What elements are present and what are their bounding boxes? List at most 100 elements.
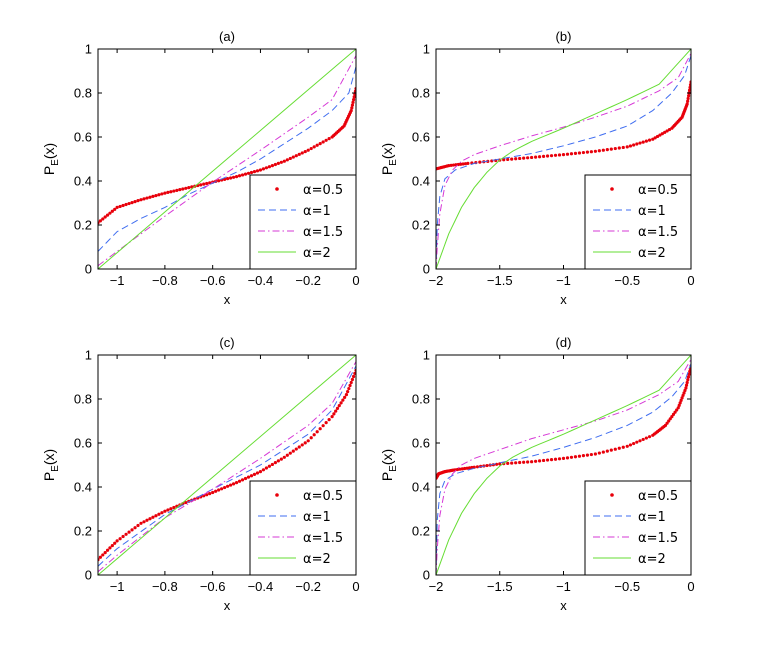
y-label-subscript: E — [388, 159, 399, 166]
data-point — [655, 134, 660, 139]
data-point — [506, 157, 510, 162]
data-point — [103, 550, 107, 555]
legend-box — [584, 480, 692, 576]
y-tick-label: 0.6 — [74, 130, 92, 145]
data-point — [625, 145, 629, 149]
data-point — [110, 543, 114, 548]
x-axis-label: x — [224, 292, 231, 307]
data-point — [321, 424, 325, 428]
data-point — [205, 493, 209, 497]
data-point — [163, 191, 167, 195]
data-point — [300, 151, 304, 155]
data-point — [451, 163, 456, 167]
data-point — [273, 461, 277, 465]
data-point — [118, 537, 122, 541]
x-axis-label: x — [560, 598, 567, 613]
data-point — [202, 494, 206, 498]
data-point — [589, 150, 593, 154]
data-point — [621, 445, 625, 449]
data-point — [628, 443, 633, 447]
data-point — [514, 157, 518, 161]
data-point — [217, 179, 221, 183]
legend-label: α=0.5 — [638, 489, 678, 504]
data-point — [605, 148, 609, 152]
data-point — [518, 460, 522, 465]
data-point — [647, 435, 652, 439]
x-axis-label: x — [224, 598, 231, 613]
legend-label: α=1 — [303, 510, 331, 525]
legend-box — [249, 174, 357, 270]
y-tick-label: 0.8 — [74, 392, 92, 407]
data-point — [261, 468, 266, 472]
data-point — [252, 170, 257, 174]
data-point — [327, 418, 331, 422]
data-point — [228, 176, 233, 180]
y-tick-label: 0 — [423, 262, 430, 277]
data-point — [237, 479, 242, 483]
data-point — [681, 393, 685, 398]
x-tick-label: −1.5 — [487, 579, 513, 594]
data-point — [217, 488, 221, 492]
data-point — [285, 453, 289, 457]
series-line-1 — [98, 365, 356, 567]
y-tick-label: 0.6 — [412, 130, 430, 145]
data-point — [184, 186, 188, 190]
data-point — [641, 140, 645, 144]
data-point — [226, 177, 230, 181]
data-point — [346, 389, 350, 394]
data-point — [121, 203, 125, 208]
data-point — [589, 452, 593, 457]
data-point — [98, 555, 102, 559]
data-point — [255, 471, 260, 475]
data-point — [635, 142, 639, 146]
data-point — [534, 155, 538, 159]
data-point — [510, 461, 514, 465]
data-point — [658, 133, 662, 137]
data-point — [282, 159, 286, 163]
data-point — [240, 478, 245, 482]
data-point — [463, 466, 467, 471]
data-point — [270, 462, 274, 467]
data-point — [351, 100, 355, 104]
data-point — [324, 138, 328, 142]
data-point — [127, 201, 131, 206]
data-point — [549, 458, 554, 462]
data-point — [166, 508, 170, 512]
legend-box — [584, 174, 692, 270]
data-point — [609, 448, 613, 452]
data-point — [514, 461, 518, 465]
data-point — [234, 175, 239, 179]
data-point — [565, 152, 570, 156]
data-point — [628, 144, 633, 148]
data-point — [341, 398, 345, 402]
data-point — [684, 383, 689, 387]
data-point — [461, 162, 465, 166]
data-point — [677, 403, 681, 407]
data-point — [638, 141, 642, 145]
x-tick-label: 0 — [352, 273, 359, 288]
data-point — [113, 207, 117, 211]
data-point — [687, 372, 691, 376]
data-point — [306, 439, 310, 443]
data-point — [569, 152, 574, 156]
data-point — [553, 457, 558, 461]
data-point — [349, 109, 353, 113]
data-point — [258, 168, 263, 172]
data-point — [291, 155, 295, 159]
data-point — [545, 154, 550, 158]
data-point — [526, 156, 530, 160]
data-point — [246, 171, 251, 175]
x-tick-label: −0.8 — [152, 579, 178, 594]
y-tick-label: 0.6 — [74, 436, 92, 451]
legend-label: α=1 — [303, 204, 331, 219]
data-point — [101, 217, 105, 221]
data-point — [653, 136, 657, 140]
y-tick-label: 0.2 — [74, 524, 92, 539]
data-point — [211, 490, 215, 495]
x-tick-label: −1 — [110, 579, 125, 594]
data-point — [309, 436, 313, 440]
legend-box — [249, 480, 357, 576]
data-point — [249, 170, 254, 175]
data-point — [541, 154, 546, 158]
data-point — [199, 183, 203, 187]
